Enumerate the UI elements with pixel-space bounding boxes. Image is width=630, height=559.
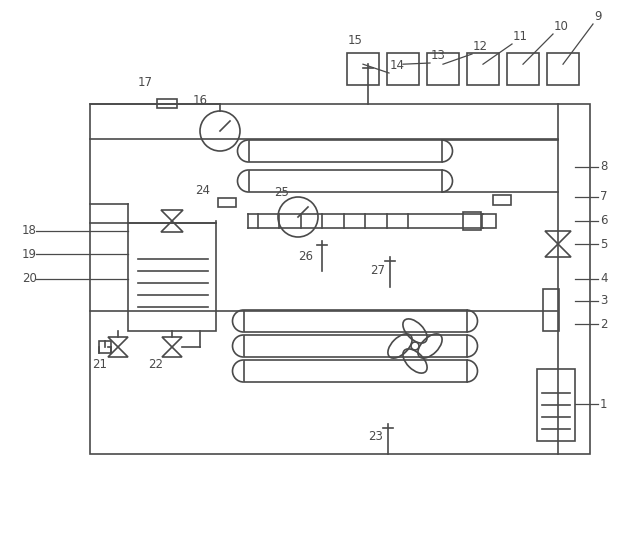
- Text: 9: 9: [594, 10, 602, 23]
- Bar: [467, 53, 499, 85]
- Text: 12: 12: [473, 40, 488, 53]
- Text: 11: 11: [513, 30, 528, 43]
- Text: 15: 15: [348, 35, 363, 48]
- Bar: [493, 195, 511, 205]
- Bar: [547, 53, 579, 85]
- Text: 2: 2: [600, 318, 607, 330]
- Bar: [128, 223, 216, 331]
- Bar: [218, 198, 236, 207]
- Bar: [157, 99, 177, 108]
- Text: 23: 23: [368, 430, 383, 443]
- Bar: [507, 53, 539, 85]
- Text: 25: 25: [274, 186, 289, 198]
- Bar: [543, 289, 559, 331]
- Text: 20: 20: [22, 272, 37, 286]
- Bar: [537, 369, 575, 441]
- Text: 26: 26: [298, 250, 313, 263]
- Text: 18: 18: [22, 225, 37, 238]
- Bar: [244, 335, 466, 357]
- Bar: [248, 140, 442, 162]
- Text: 3: 3: [600, 295, 607, 307]
- Text: 7: 7: [600, 191, 607, 203]
- Text: 21: 21: [92, 358, 107, 371]
- Text: 22: 22: [148, 358, 163, 371]
- Bar: [90, 104, 590, 454]
- Bar: [244, 360, 466, 382]
- Text: 8: 8: [600, 160, 607, 173]
- Bar: [427, 53, 459, 85]
- Bar: [244, 310, 466, 332]
- Text: 16: 16: [193, 94, 208, 107]
- Text: 19: 19: [22, 248, 37, 260]
- Text: 10: 10: [554, 20, 569, 33]
- Text: 14: 14: [390, 59, 405, 72]
- Bar: [248, 170, 442, 192]
- Bar: [387, 53, 419, 85]
- Text: 17: 17: [138, 75, 153, 88]
- Text: 6: 6: [600, 215, 607, 228]
- Text: 27: 27: [370, 264, 385, 277]
- Text: 4: 4: [600, 272, 607, 286]
- Text: 1: 1: [600, 397, 607, 410]
- Text: 5: 5: [600, 238, 607, 250]
- Text: 24: 24: [195, 184, 210, 197]
- Bar: [463, 212, 481, 230]
- Bar: [482, 214, 496, 228]
- Bar: [347, 53, 379, 85]
- Text: 13: 13: [431, 49, 446, 62]
- Bar: [99, 341, 111, 353]
